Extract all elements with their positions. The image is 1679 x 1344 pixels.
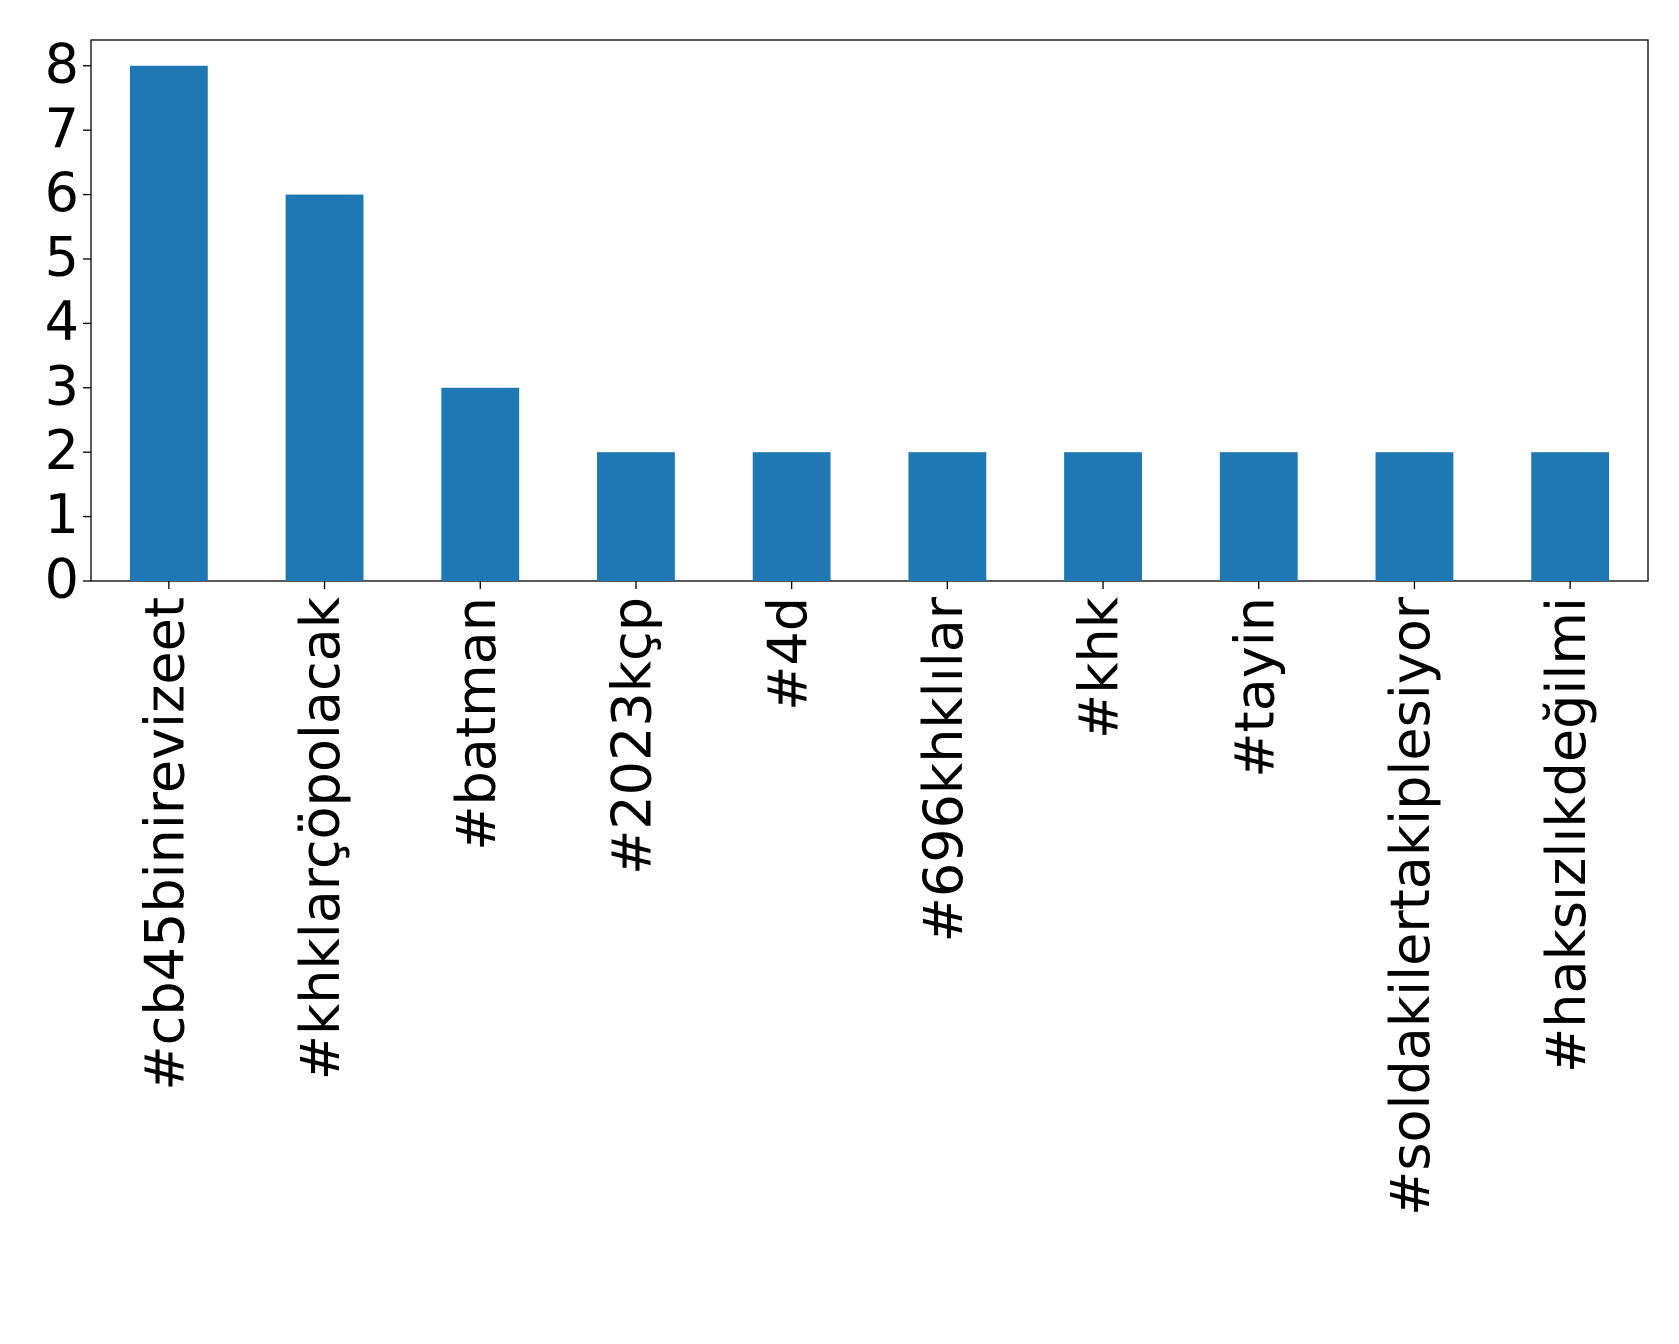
y-tick-label: 3 xyxy=(45,354,79,417)
x-tick-label: #696khklılar xyxy=(912,596,975,942)
y-tick-label: 2 xyxy=(45,419,79,482)
x-tick-label: #cb45binirevizeet xyxy=(133,597,196,1091)
x-tick-label: #4d xyxy=(756,597,819,711)
bar xyxy=(1531,452,1610,581)
y-tick-label: 5 xyxy=(45,226,79,289)
plot-frame xyxy=(90,39,1649,582)
bar xyxy=(129,65,208,581)
bar xyxy=(441,387,520,581)
bar xyxy=(597,452,675,581)
y-tick-label: 0 xyxy=(45,548,79,611)
y-tick-label: 1 xyxy=(45,483,79,546)
x-tick-label: #khklarçöpolacak xyxy=(289,596,352,1080)
bar xyxy=(285,194,364,582)
x-tick-label: #soldakilertakiplesiyor xyxy=(1379,596,1442,1216)
y-tick-label: 4 xyxy=(45,290,79,353)
bar xyxy=(752,452,831,581)
bar xyxy=(1064,452,1142,581)
bar xyxy=(1219,452,1298,581)
y-tick-label: 7 xyxy=(45,97,79,160)
x-tick-label: #haksızlıkdeğilmi xyxy=(1535,597,1598,1073)
y-tick-label: 8 xyxy=(45,32,79,95)
y-tick-label: 6 xyxy=(45,161,79,224)
x-tick-label: #tayin xyxy=(1223,597,1286,778)
bar xyxy=(908,452,987,581)
x-tick-label: #khk xyxy=(1068,596,1131,739)
x-tick-label: #2023kçp xyxy=(601,597,664,875)
bar xyxy=(1375,452,1454,581)
x-tick-label: #batman xyxy=(445,597,508,851)
